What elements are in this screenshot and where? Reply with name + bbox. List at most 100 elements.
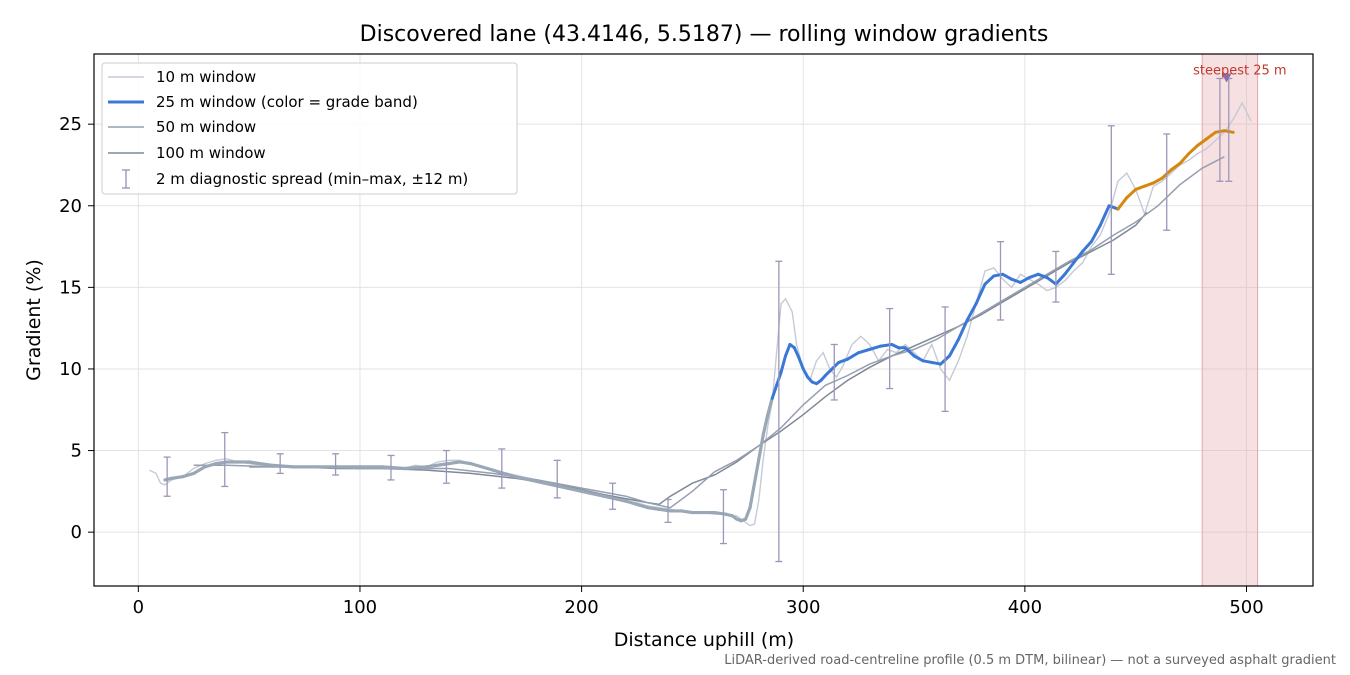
series-segment-25m [1089,223,1102,244]
series-segment-25m [602,494,628,503]
series-segment-25m [402,465,429,471]
series-segment-25m [1063,261,1076,276]
series-segment-25m [1010,277,1022,284]
legend-label-25m: 25 m window (color = grade band) [156,93,418,111]
y-tick-label: 5 [71,441,82,462]
series-segment-25m [965,302,978,322]
series-segment-25m [424,463,440,469]
series-segment-25m [579,489,606,498]
x-tick-label: 200 [564,597,598,618]
series-segment-25m [992,272,1005,278]
series-segment-25m [535,479,562,489]
series-segment-25m [203,462,218,469]
footnote-caption: LiDAR-derived road-centreline profile (0… [724,653,1336,668]
series-segment-25m [1036,272,1049,280]
series-segment-25m [784,342,792,358]
legend-label-errorbar: 2 m diagnostic spread (min–max, ±12 m) [156,170,468,188]
steepest-window-band [1201,53,1259,587]
series-segment-25m [1027,272,1040,280]
series-segment-25m [748,481,757,510]
series-segment-25m [1001,272,1014,281]
series-segment-25m [491,468,517,479]
series-segment-25m [857,347,872,355]
legend-label-10m: 10 m window [156,68,256,86]
series-segment-25m [269,463,296,469]
series-segment-25m [1134,184,1147,191]
series-segment-25m [181,471,196,479]
y-tick-label: 10 [59,359,82,380]
series-segment-25m [1045,276,1058,286]
series-segment-25m [948,338,960,358]
steepest-marker [1221,73,1232,83]
x-ticks: 0 100 200 300 400 500 [133,586,1264,618]
series-segment-25m [557,484,584,493]
series-segment-25m [1143,181,1155,188]
series-segment-25m [624,499,639,507]
series-segment-25m [770,383,779,400]
series-line-50m [193,156,1225,509]
series-segment-25m [766,396,774,417]
series-segment-25m [779,354,788,374]
legend-label-50m: 50 m window [156,118,256,136]
series-line-100m [249,211,1148,506]
series-segment-25m [635,502,650,510]
y-tick-label: 25 [59,114,82,135]
series-segment-25m [868,344,883,351]
y-tick-label: 20 [59,196,82,217]
legend: 10 m window 25 m window (color = grade b… [101,62,518,195]
series-segment-25m [192,465,207,475]
series-segment-25m [469,462,495,472]
series-segment-25m [823,367,834,377]
series-segment-25m [974,282,987,306]
chart-title: Discovered lane (43.4146, 5.5187) — roll… [360,22,1049,47]
series-segment-25m [757,432,765,461]
series-segment-25m [247,460,273,467]
series-segment-25m [1080,240,1093,253]
series-segment-25m [930,360,943,366]
errorbar-layer [163,77,1233,563]
series-segment-25m [458,460,473,466]
series-segment-25m [1151,176,1164,185]
series-layer [149,101,1252,527]
series-segment-25m [801,367,810,379]
highlight-layer [1201,53,1259,587]
series-segment-25m [1125,187,1138,200]
series-segment-25m [846,351,861,361]
series-segment-25m [169,475,185,480]
x-tick-label: 500 [1229,597,1263,618]
series-segment-25m [956,318,969,342]
series-segment-25m [1187,143,1200,156]
legend-label-100m: 100 m window [156,144,266,162]
legend-swatch-errorbar [122,169,130,189]
series-segment-25m [1098,204,1111,227]
series-segment-25m [983,274,996,286]
series-segment-25m [837,357,850,364]
series-segment-25m [797,356,805,371]
x-tick-label: 0 [133,597,144,618]
series-segment-25m [1116,196,1129,211]
series-segment-25m [761,413,770,436]
series-segment-25m [1169,161,1182,172]
steepest-label: steepest 25 m [1193,63,1286,78]
series-segment-25m [921,359,934,364]
series-segment-25m [744,506,752,521]
series-segment-25m [830,360,841,371]
series-segment-25m [1072,249,1084,265]
x-tick-label: 300 [786,597,820,618]
annotation-layer: steepest 25 m [1193,63,1287,83]
series-segment-25m [513,475,539,484]
series-segment-25m [1054,272,1067,286]
series-segment-25m [1107,204,1120,211]
series-segment-25m [792,346,801,360]
series-segment-25m [912,354,925,363]
y-axis-title: Gradient (%) [23,259,45,381]
series-segment-25m [679,509,695,515]
series-segment-25m [447,460,462,466]
y-tick-label: 15 [59,277,82,298]
series-segment-25m [1196,137,1209,147]
series-segment-25m [903,346,916,358]
x-tick-label: 400 [1008,597,1042,618]
series-segment-25m [1205,130,1217,141]
plot-frame [93,53,1314,587]
